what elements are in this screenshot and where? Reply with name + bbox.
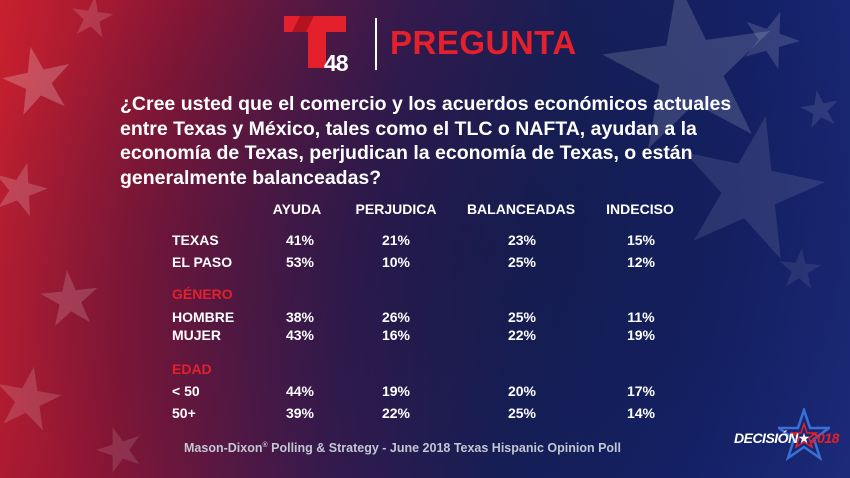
table-cell: 53%: [285, 254, 315, 270]
decision-year: 2018: [809, 430, 840, 446]
table-cell: 11%: [627, 309, 655, 325]
bg-star-icon: [0, 39, 78, 118]
bg-star-outline-icon: [662, 41, 718, 94]
header-title: PREGUNTA: [390, 24, 577, 61]
source-pollster: Mason-Dixon: [184, 441, 263, 455]
header: 48 PREGUNTA: [280, 12, 600, 76]
table-cell: 20%: [507, 383, 537, 399]
bg-star-icon: [0, 156, 53, 219]
decision-star-icon: [778, 408, 830, 462]
column-header-indeciso: INDECISO: [606, 201, 674, 217]
decision-star: ★: [797, 430, 811, 446]
table-cell: 23%: [507, 232, 537, 248]
table-cell: 26%: [381, 309, 411, 325]
decision-label: DECISIÓN★2018: [734, 430, 839, 447]
group-label-edad: EDAD: [172, 361, 212, 377]
table-cell: 25%: [507, 309, 537, 325]
column-header-balanceadas: BALANCEADAS: [466, 201, 576, 217]
registered-mark: ®: [262, 441, 268, 449]
table-cell: 17%: [626, 383, 656, 399]
table-cell: 21%: [381, 232, 411, 248]
table-cell: 43%: [285, 327, 315, 343]
table-cell: 22%: [381, 405, 411, 421]
table-cell: 25%: [507, 254, 537, 270]
group-label-genero: GÉNERO: [172, 286, 233, 302]
column-header-perjudica: PERJUDICA: [355, 201, 437, 217]
table-cell: 14%: [626, 405, 656, 421]
table-cell: 38%: [285, 309, 315, 325]
bg-star-icon: [0, 360, 66, 433]
row-label-under-50: < 50: [172, 383, 200, 399]
question-text: ¿Cree usted que el comercio y los acuerd…: [120, 93, 732, 189]
table-cell: 15%: [626, 232, 656, 248]
column-header-ayuda: AYUDA: [272, 201, 322, 217]
row-label-hombre: HOMBRE: [172, 309, 235, 325]
table-cell: 19%: [626, 327, 656, 343]
table-cell: 19%: [381, 383, 411, 399]
table-cell: 41%: [285, 232, 315, 248]
table-cell: 12%: [626, 254, 656, 270]
table-cell: 16%: [381, 327, 411, 343]
bg-star-icon: [38, 267, 101, 328]
row-label-el-paso: EL PASO: [172, 254, 233, 270]
row-label-50-plus: 50+: [172, 405, 196, 421]
bg-star-icon: [68, 0, 116, 39]
bg-star-icon: [777, 246, 823, 290]
table-cell: 44%: [285, 383, 315, 399]
bg-star-icon: [90, 420, 148, 476]
decision-2018-badge: DECISIÓN★2018: [734, 408, 839, 464]
row-label-texas: TEXAS: [172, 232, 219, 248]
bg-star-icon: [797, 87, 842, 130]
row-label-mujer: MUJER: [172, 327, 222, 343]
table-cell: 22%: [507, 327, 537, 343]
telemundo-logo-icon: [284, 16, 346, 68]
channel-number: 48: [324, 50, 349, 76]
table-cell: 25%: [507, 405, 537, 421]
header-divider: [375, 18, 377, 70]
source-description: Polling & Strategy - June 2018 Texas His…: [267, 441, 621, 455]
source-note: Mason-Dixon® Polling & Strategy - June 2…: [184, 441, 621, 455]
table-cell: 39%: [285, 405, 315, 421]
decision-word: DECISIÓN: [734, 430, 798, 446]
table-cell: 10%: [381, 254, 411, 270]
